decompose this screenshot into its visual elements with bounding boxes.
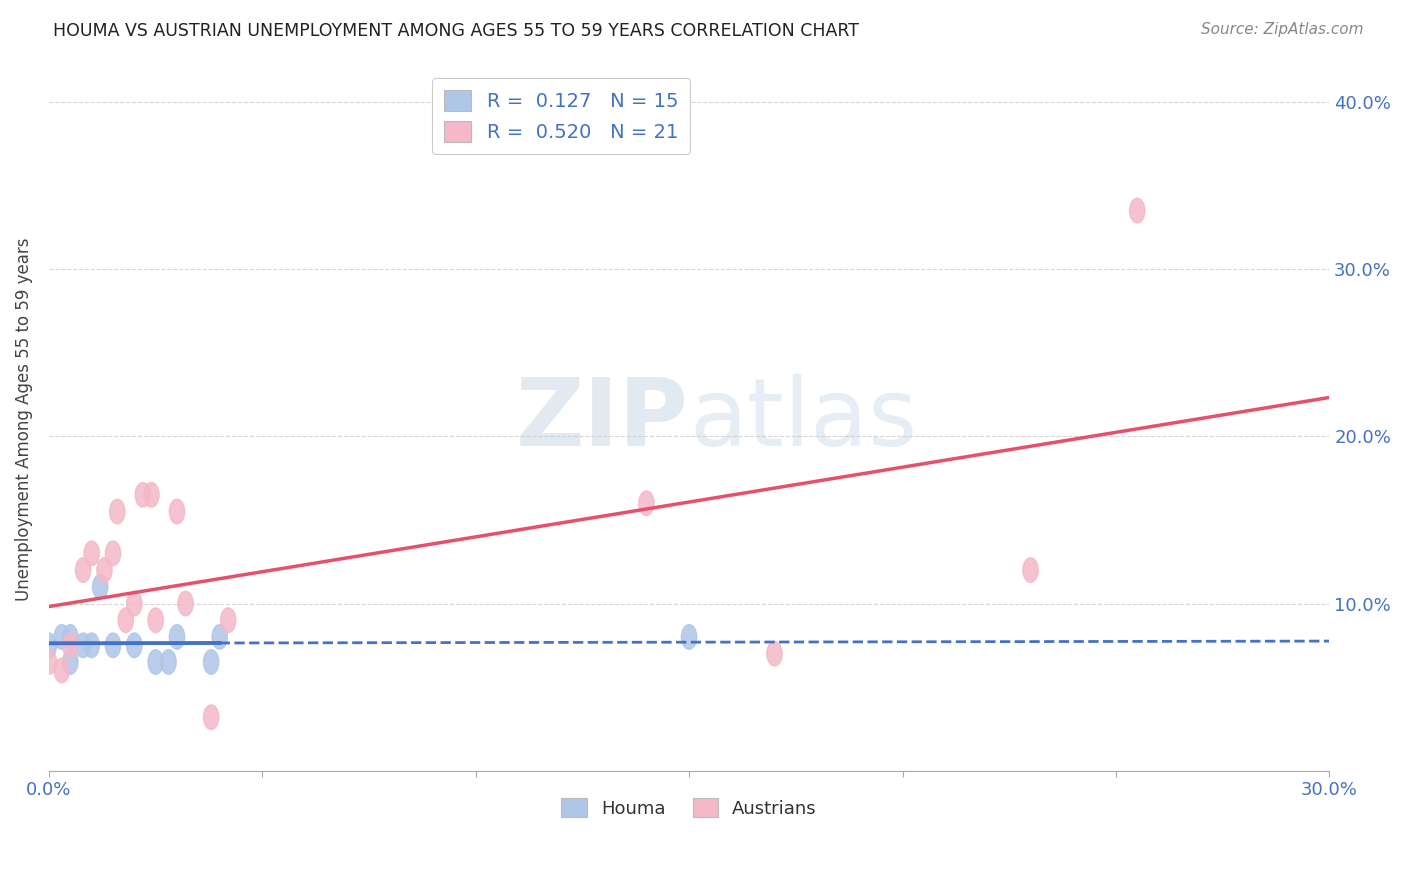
Y-axis label: Unemployment Among Ages 55 to 59 years: Unemployment Among Ages 55 to 59 years: [15, 238, 32, 601]
Text: Source: ZipAtlas.com: Source: ZipAtlas.com: [1201, 22, 1364, 37]
Text: atlas: atlas: [689, 374, 917, 466]
Legend: Houma, Austrians: Houma, Austrians: [554, 790, 824, 825]
Text: ZIP: ZIP: [516, 374, 689, 466]
Text: HOUMA VS AUSTRIAN UNEMPLOYMENT AMONG AGES 55 TO 59 YEARS CORRELATION CHART: HOUMA VS AUSTRIAN UNEMPLOYMENT AMONG AGE…: [53, 22, 859, 40]
